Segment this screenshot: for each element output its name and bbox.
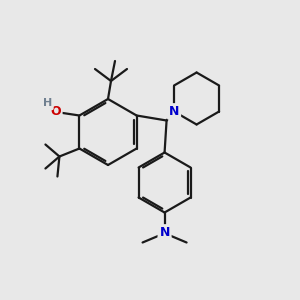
Text: H: H	[43, 98, 52, 109]
Text: N: N	[169, 105, 179, 118]
Text: N: N	[159, 226, 170, 239]
Text: O: O	[50, 105, 61, 118]
